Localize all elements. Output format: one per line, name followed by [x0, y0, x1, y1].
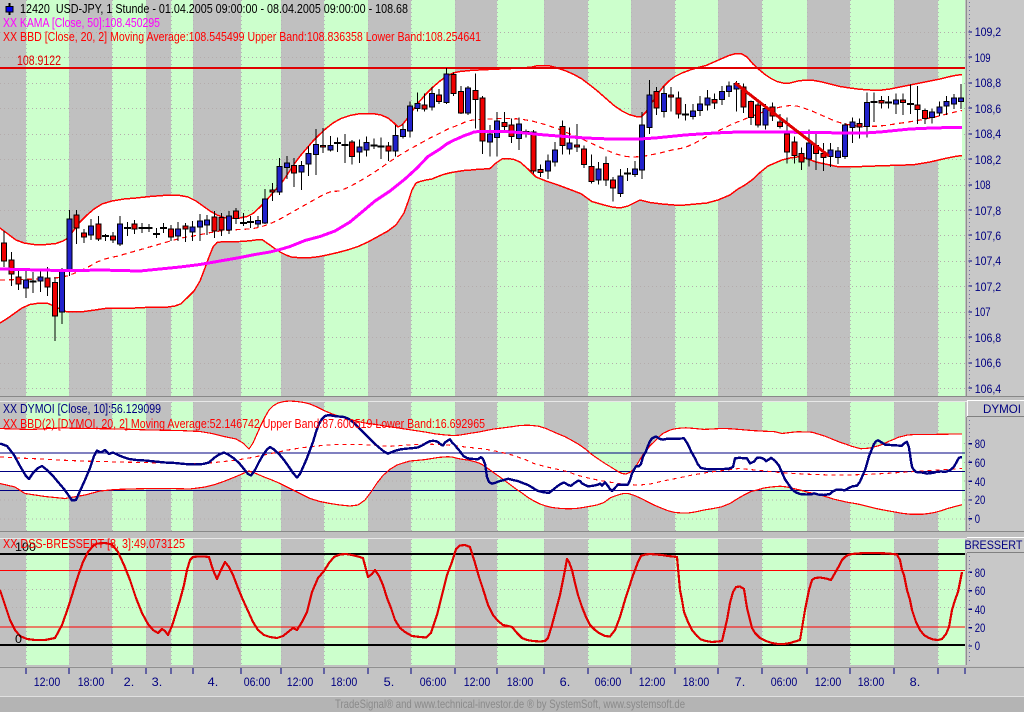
svg-text:3.: 3. [152, 675, 163, 689]
svg-text:12420 USD-JPY, 1 Stunde - 01.: 12420 USD-JPY, 1 Stunde - 01.04.2005 09:… [20, 1, 408, 16]
svg-text:8.: 8. [910, 675, 921, 689]
svg-text:108,8: 108,8 [975, 76, 1002, 90]
svg-text:108,2: 108,2 [975, 153, 1002, 167]
svg-text:40: 40 [975, 475, 986, 489]
svg-text:108,4: 108,4 [975, 127, 1002, 141]
svg-text:0: 0 [15, 632, 22, 646]
svg-text:06:00: 06:00 [771, 675, 798, 689]
svg-text:107,2: 107,2 [975, 280, 1002, 294]
svg-text:06:00: 06:00 [420, 675, 447, 689]
svg-text:TradeSignal® and www.technical: TradeSignal® and www.technical-investor.… [335, 697, 685, 711]
svg-text:XX DYMOI [Close, 10]:56.129099: XX DYMOI [Close, 10]:56.129099 [3, 401, 161, 416]
svg-text:107,8: 107,8 [975, 204, 1002, 218]
svg-text:XX KAMA [Close, 50]:108.450295: XX KAMA [Close, 50]:108.450295 [3, 15, 160, 30]
svg-text:107,6: 107,6 [975, 229, 1002, 243]
svg-text:80: 80 [975, 437, 986, 451]
svg-text:107,4: 107,4 [975, 254, 1002, 268]
svg-text:40: 40 [975, 603, 986, 617]
svg-text:80: 80 [975, 566, 986, 580]
svg-text:18:00: 18:00 [507, 675, 534, 689]
svg-text:60: 60 [975, 584, 986, 598]
svg-text:0: 0 [975, 639, 981, 653]
svg-text:106,4: 106,4 [975, 382, 1002, 396]
svg-text:6.: 6. [560, 675, 571, 689]
svg-text:18:00: 18:00 [858, 675, 885, 689]
svg-text:106,6: 106,6 [975, 356, 1002, 370]
svg-text:XX BBD [Close, 20, 2] Moving A: XX BBD [Close, 20, 2] Moving Average:108… [3, 29, 481, 44]
svg-text:06:00: 06:00 [595, 675, 622, 689]
svg-text:109,2: 109,2 [975, 25, 1002, 39]
svg-text:100: 100 [15, 540, 36, 554]
svg-text:106,8: 106,8 [975, 331, 1002, 345]
svg-text:12:00: 12:00 [815, 675, 842, 689]
svg-text:DYMOI: DYMOI [983, 402, 1021, 416]
svg-text:109: 109 [975, 51, 991, 65]
svg-text:12:00: 12:00 [639, 675, 666, 689]
svg-text:18:00: 18:00 [683, 675, 710, 689]
svg-text:BRESSERT: BRESSERT [965, 538, 1024, 552]
svg-text:108,6: 108,6 [975, 102, 1002, 116]
svg-text:20: 20 [975, 493, 986, 507]
svg-text:18:00: 18:00 [331, 675, 358, 689]
svg-text:107: 107 [975, 305, 991, 319]
svg-text:2.: 2. [124, 675, 135, 689]
svg-text:12:00: 12:00 [34, 675, 61, 689]
svg-text:60: 60 [975, 456, 986, 470]
svg-text:XX BBD(2) [DYMOI, 20, 2] Movin: XX BBD(2) [DYMOI, 20, 2] Moving Average:… [3, 416, 485, 431]
svg-text:06:00: 06:00 [244, 675, 271, 689]
svg-text:XX DSS-BRESSERT [8, 3]:49.0731: XX DSS-BRESSERT [8, 3]:49.073125 [3, 536, 185, 551]
svg-text:18:00: 18:00 [78, 675, 105, 689]
svg-text:7.: 7. [735, 675, 746, 689]
svg-text:20: 20 [975, 621, 986, 635]
svg-text:4.: 4. [208, 675, 219, 689]
svg-text:12:00: 12:00 [464, 675, 491, 689]
svg-text:108: 108 [975, 178, 991, 192]
svg-text:0: 0 [975, 512, 981, 526]
svg-text:12:00: 12:00 [287, 675, 314, 689]
svg-text:5.: 5. [384, 675, 395, 689]
svg-text:108.9122: 108.9122 [17, 53, 61, 68]
